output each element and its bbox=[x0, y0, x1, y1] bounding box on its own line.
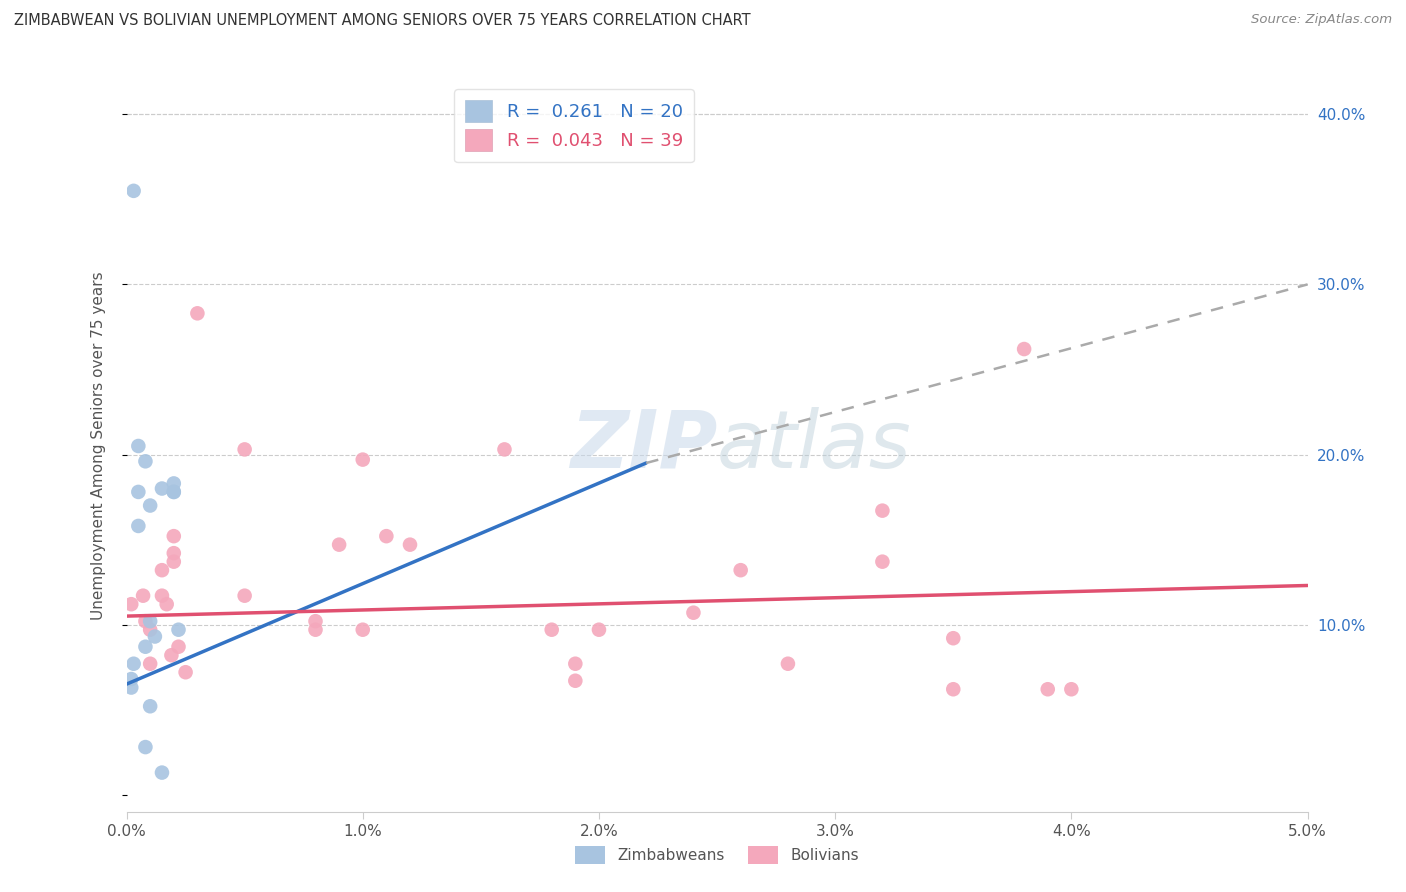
Point bbox=[167, 640, 190, 654]
Point bbox=[352, 623, 374, 637]
Point bbox=[150, 765, 173, 780]
Point bbox=[122, 657, 145, 671]
Point bbox=[304, 623, 326, 637]
Point bbox=[174, 665, 197, 680]
Point bbox=[872, 555, 894, 569]
Point bbox=[120, 681, 142, 695]
Point bbox=[1012, 342, 1035, 356]
Point bbox=[139, 614, 162, 628]
Point bbox=[352, 452, 374, 467]
Point bbox=[399, 538, 422, 552]
Point bbox=[127, 439, 149, 453]
Point bbox=[540, 623, 562, 637]
Point bbox=[1060, 682, 1083, 697]
Point bbox=[134, 740, 156, 755]
Point bbox=[304, 614, 326, 628]
Point bbox=[150, 589, 173, 603]
Text: ZIP: ZIP bbox=[569, 407, 717, 485]
Point bbox=[163, 476, 186, 491]
Point bbox=[134, 640, 156, 654]
Point bbox=[139, 699, 162, 714]
Legend: Zimbabweans, Bolivians: Zimbabweans, Bolivians bbox=[568, 840, 866, 870]
Point bbox=[942, 631, 965, 645]
Point bbox=[494, 442, 516, 457]
Point bbox=[328, 538, 350, 552]
Text: ZIMBABWEAN VS BOLIVIAN UNEMPLOYMENT AMONG SENIORS OVER 75 YEARS CORRELATION CHAR: ZIMBABWEAN VS BOLIVIAN UNEMPLOYMENT AMON… bbox=[14, 13, 751, 29]
Y-axis label: Unemployment Among Seniors over 75 years: Unemployment Among Seniors over 75 years bbox=[91, 272, 105, 620]
Point bbox=[120, 597, 142, 611]
Point bbox=[233, 442, 256, 457]
Point bbox=[564, 657, 586, 671]
Point bbox=[942, 682, 965, 697]
Point bbox=[139, 657, 162, 671]
Point bbox=[122, 184, 145, 198]
Point bbox=[163, 555, 186, 569]
Point bbox=[375, 529, 398, 543]
Point bbox=[143, 630, 166, 644]
Point bbox=[150, 482, 173, 496]
Point bbox=[134, 614, 156, 628]
Point bbox=[1036, 682, 1059, 697]
Point bbox=[167, 623, 190, 637]
Point bbox=[134, 454, 156, 468]
Point bbox=[150, 563, 173, 577]
Point bbox=[186, 306, 208, 320]
Point bbox=[163, 546, 186, 560]
Text: atlas: atlas bbox=[717, 407, 912, 485]
Point bbox=[160, 648, 183, 663]
Point bbox=[139, 499, 162, 513]
Point bbox=[132, 589, 155, 603]
Point bbox=[127, 519, 149, 533]
Point bbox=[233, 589, 256, 603]
Point bbox=[127, 484, 149, 499]
Point bbox=[730, 563, 752, 577]
Point bbox=[682, 606, 704, 620]
Point bbox=[163, 529, 186, 543]
Point bbox=[564, 673, 586, 688]
Text: Source: ZipAtlas.com: Source: ZipAtlas.com bbox=[1251, 13, 1392, 27]
Point bbox=[139, 623, 162, 637]
Point bbox=[163, 484, 186, 499]
Point bbox=[588, 623, 610, 637]
Point bbox=[872, 503, 894, 517]
Point bbox=[163, 484, 186, 499]
Point bbox=[156, 597, 179, 611]
Point bbox=[120, 672, 142, 686]
Point bbox=[776, 657, 799, 671]
